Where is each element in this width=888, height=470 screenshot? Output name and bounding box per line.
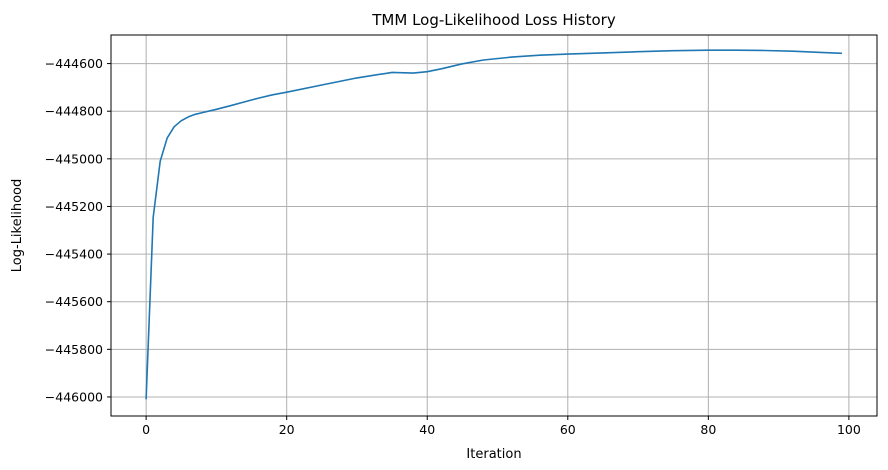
x-tick-label: 80 — [700, 422, 716, 437]
grid — [111, 35, 877, 416]
x-tick-label: 100 — [837, 422, 861, 437]
y-tick-label: −445200 — [45, 199, 103, 214]
chart-title: TMM Log-Likelihood Loss History — [371, 11, 616, 29]
x-tick-label: 60 — [560, 422, 576, 437]
y-tick-label: −444800 — [45, 104, 103, 119]
series-line — [145, 49, 842, 400]
x-tick-label: 0 — [142, 422, 150, 437]
y-tick-label: −445400 — [45, 247, 103, 262]
y-tick-label: −445800 — [45, 342, 103, 357]
y-tick-label: −445000 — [45, 151, 103, 166]
y-axis-ticks: −446000 −445800 −445600 −445400 −445200 −4450… — [45, 56, 111, 404]
y-tick-label: −444600 — [45, 56, 103, 71]
x-axis-ticks: 0 20 40 60 80 100 — [142, 416, 861, 437]
y-axis-label: Log-Likelihood — [10, 179, 25, 272]
x-tick-label: 40 — [419, 422, 435, 437]
x-axis-label: Iteration — [466, 447, 521, 462]
plot-area-frame — [110, 34, 878, 417]
series-layer — [145, 49, 842, 400]
y-tick-label: −446000 — [45, 389, 103, 404]
x-tick-label: 20 — [279, 422, 295, 437]
y-tick-label: −445600 — [45, 294, 103, 309]
